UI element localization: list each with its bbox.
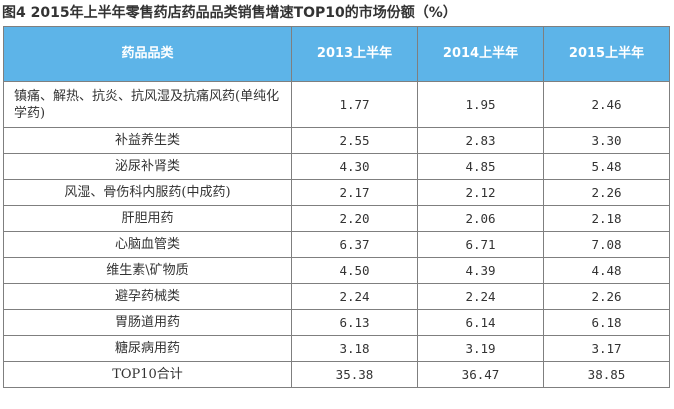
- value-2014-cell: 4.39: [417, 257, 544, 284]
- value-2013-cell: 1.77: [291, 81, 418, 128]
- total-row: TOP10合计 35.38 36.47 38.85: [3, 361, 670, 388]
- category-cell: 避孕药械类: [3, 283, 292, 310]
- value-2013-cell: 2.55: [291, 127, 418, 154]
- value-2013-cell: 6.13: [291, 309, 418, 336]
- table-row: 心脑血管类 6.37 6.71 7.08: [3, 231, 670, 258]
- figure-title: 图4 2015年上半年零售药店药品品类销售增速TOP10的市场份额（%）: [2, 5, 457, 21]
- value-2015-cell: 2.18: [543, 205, 670, 232]
- table-row: 维生素\矿物质 4.50 4.39 4.48: [3, 257, 670, 284]
- value-2014-cell: 4.85: [417, 153, 544, 180]
- category-cell: 维生素\矿物质: [3, 257, 292, 284]
- value-2015-cell: 6.18: [543, 309, 670, 336]
- category-cell: 糖尿病用药: [3, 335, 292, 362]
- category-cell: 泌尿补肾类: [3, 153, 292, 180]
- value-2015-cell: 2.46: [543, 81, 670, 128]
- table-row: 肝胆用药 2.20 2.06 2.18: [3, 205, 670, 232]
- value-2015-cell: 3.30: [543, 127, 670, 154]
- value-2014-cell: 1.95: [417, 81, 544, 128]
- table-row: 补益养生类 2.55 2.83 3.30: [3, 127, 670, 154]
- value-2015-cell: 4.48: [543, 257, 670, 284]
- value-2013-cell: 2.24: [291, 283, 418, 310]
- value-2014-cell: 2.12: [417, 179, 544, 206]
- value-2015-cell: 5.48: [543, 153, 670, 180]
- category-cell: 补益养生类: [3, 127, 292, 154]
- total-2015-cell: 38.85: [543, 361, 670, 388]
- value-2014-cell: 6.14: [417, 309, 544, 336]
- table-row: 泌尿补肾类 4.30 4.85 5.48: [3, 153, 670, 180]
- header-2015h1: 2015上半年: [543, 26, 670, 82]
- value-2014-cell: 2.06: [417, 205, 544, 232]
- category-cell: 风湿、骨伤科内服药(中成药): [3, 179, 292, 206]
- total-2014-cell: 36.47: [417, 361, 544, 388]
- category-cell: 心脑血管类: [3, 231, 292, 258]
- total-label-cell: TOP10合计: [3, 361, 292, 388]
- header-2014h1: 2014上半年: [417, 26, 544, 82]
- table-row: 风湿、骨伤科内服药(中成药) 2.17 2.12 2.26: [3, 179, 670, 206]
- table-row: 胃肠道用药 6.13 6.14 6.18: [3, 309, 670, 336]
- total-2013-cell: 35.38: [291, 361, 418, 388]
- table-row: 糖尿病用药 3.18 3.19 3.17: [3, 335, 670, 362]
- category-cell: 胃肠道用药: [3, 309, 292, 336]
- value-2015-cell: 2.26: [543, 283, 670, 310]
- table-header-row: 药品品类 2013上半年 2014上半年 2015上半年: [3, 26, 670, 82]
- category-cell: 镇痛、解热、抗炎、抗风湿及抗痛风药(单纯化学药): [3, 81, 292, 128]
- value-2013-cell: 3.18: [291, 335, 418, 362]
- category-cell: 肝胆用药: [3, 205, 292, 232]
- value-2015-cell: 7.08: [543, 231, 670, 258]
- table-row: 镇痛、解热、抗炎、抗风湿及抗痛风药(单纯化学药) 1.77 1.95 2.46: [3, 81, 670, 128]
- value-2014-cell: 6.71: [417, 231, 544, 258]
- value-2013-cell: 6.37: [291, 231, 418, 258]
- value-2015-cell: 2.26: [543, 179, 670, 206]
- value-2013-cell: 2.17: [291, 179, 418, 206]
- value-2013-cell: 2.20: [291, 205, 418, 232]
- value-2014-cell: 2.24: [417, 283, 544, 310]
- value-2014-cell: 2.83: [417, 127, 544, 154]
- header-2013h1: 2013上半年: [291, 26, 418, 82]
- value-2015-cell: 3.17: [543, 335, 670, 362]
- table-row: 避孕药械类 2.24 2.24 2.26: [3, 283, 670, 310]
- market-share-table: 药品品类 2013上半年 2014上半年 2015上半年 镇痛、解热、抗炎、抗风…: [3, 26, 670, 388]
- value-2013-cell: 4.30: [291, 153, 418, 180]
- value-2013-cell: 4.50: [291, 257, 418, 284]
- header-2014h1-label: 2014上半年: [442, 46, 519, 61]
- header-category: 药品品类: [3, 26, 292, 82]
- value-2014-cell: 3.19: [417, 335, 544, 362]
